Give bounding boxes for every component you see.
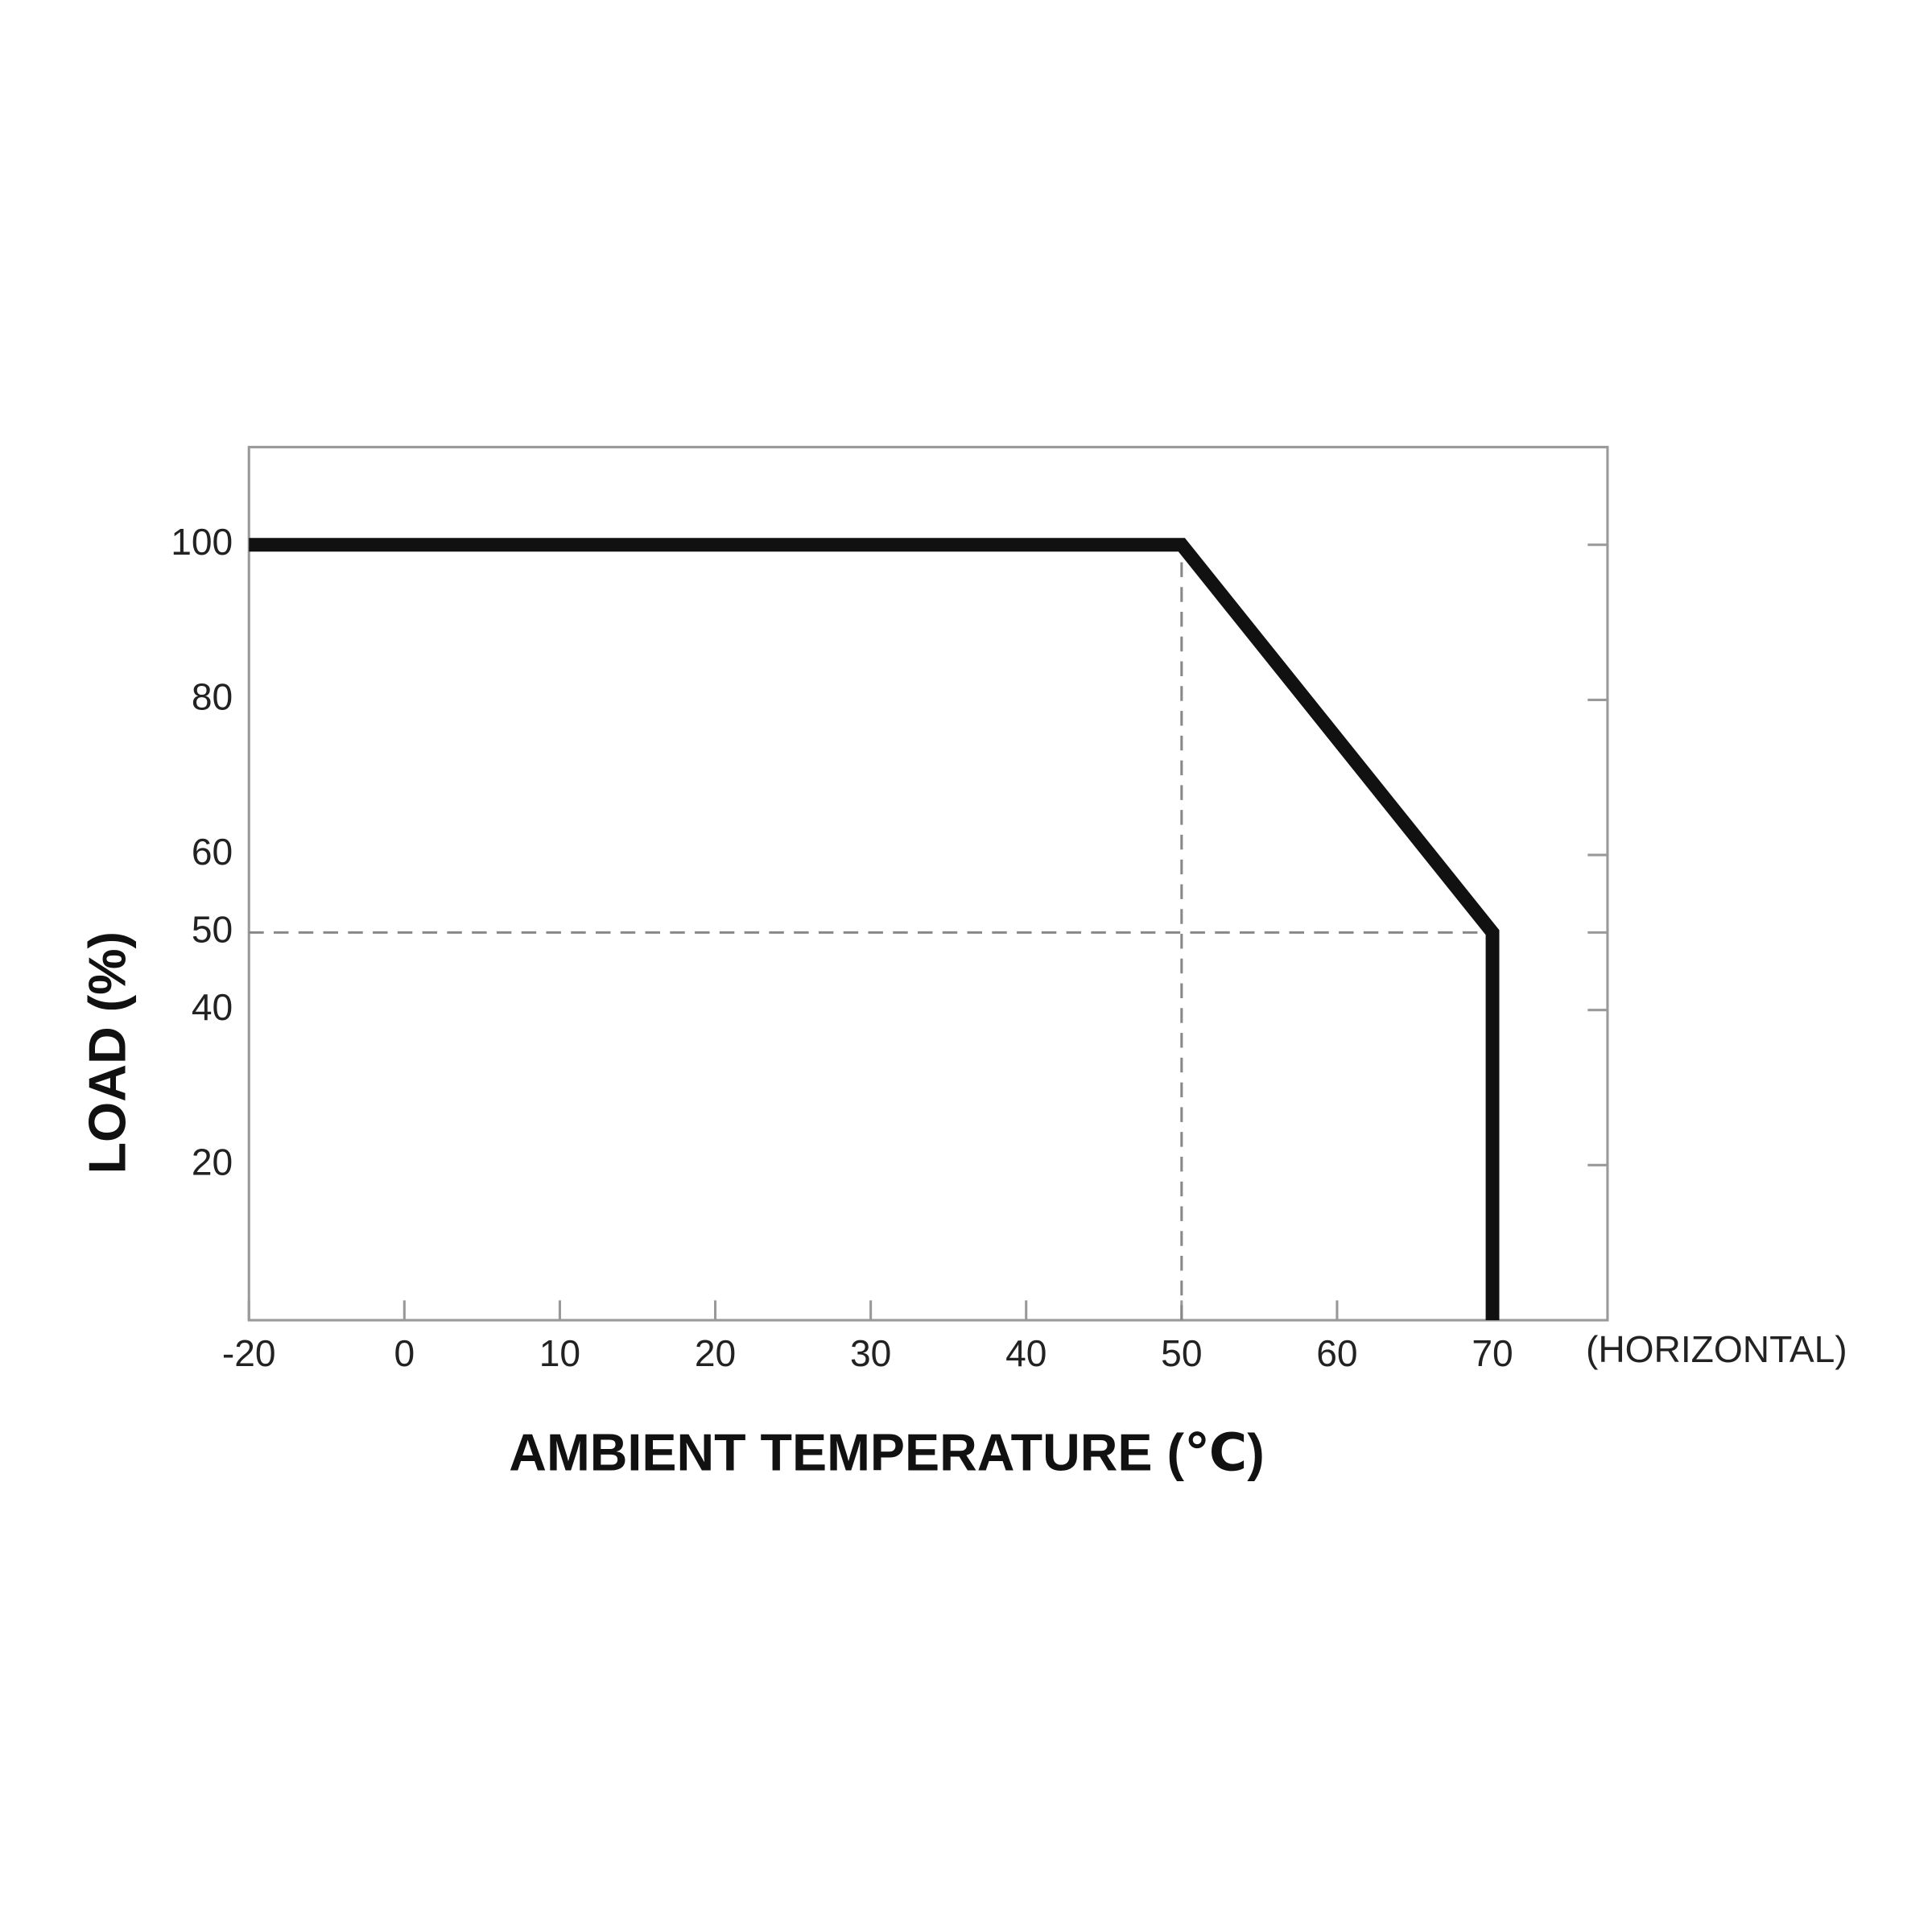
x-tick-label: 70	[1472, 1332, 1513, 1374]
x-tick-label: 50	[1161, 1332, 1202, 1374]
y-tick-label: 60	[192, 831, 233, 873]
x-tick-label: 40	[1005, 1332, 1046, 1374]
x-axis-label: AMBIENT TEMPERATURE (℃)	[509, 1423, 1264, 1481]
derating-curve	[249, 538, 1500, 1320]
x-tick-label: 30	[850, 1332, 891, 1374]
x-tick-label: 60	[1316, 1332, 1357, 1374]
y-tick-label: 20	[192, 1141, 233, 1183]
y-tick-label: 40	[192, 986, 233, 1028]
y-axis-label: LOAD (%)	[79, 931, 137, 1174]
plot-frame	[247, 445, 1609, 1322]
y-tick-label: 100	[171, 521, 233, 563]
x-tick-label: -20	[222, 1332, 276, 1374]
annotation: (HORIZONTAL)	[1586, 1328, 1847, 1370]
x-tick-label: 10	[539, 1332, 580, 1374]
y-tick-label: 80	[192, 676, 233, 718]
y-tick-label: 50	[192, 909, 233, 951]
x-tick-label: 20	[695, 1332, 736, 1374]
x-tick-label: 0	[394, 1332, 415, 1374]
